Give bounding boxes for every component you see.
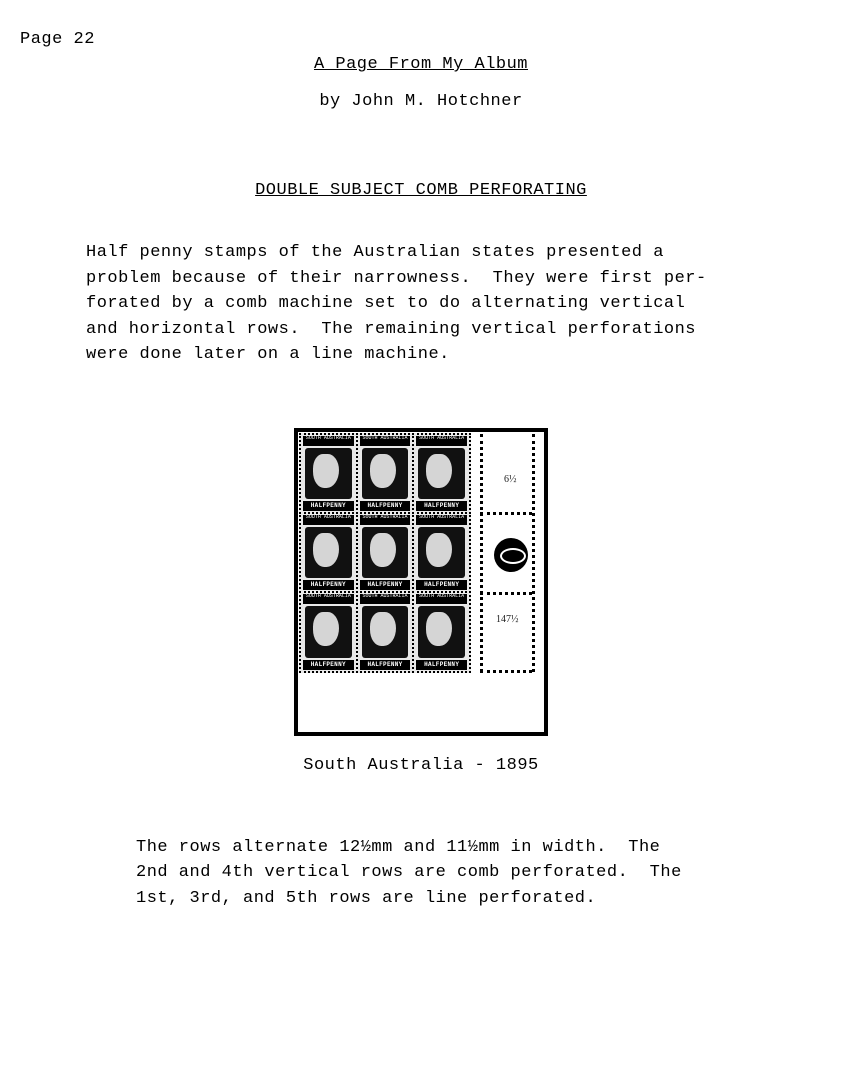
perforation-row xyxy=(480,592,532,595)
stamp: SOUTH AUSTRALIA HALFPENNY xyxy=(412,433,471,514)
stamp-portrait xyxy=(305,448,352,499)
paragraph-2: The rows alternate 12½mm and 11½mm in wi… xyxy=(86,835,756,912)
stamp-portrait xyxy=(418,606,465,657)
perforation-row xyxy=(480,512,532,515)
paragraph-1: Half penny stamps of the Australian stat… xyxy=(86,240,756,368)
article-byline: by John M. Hotchner xyxy=(86,92,756,111)
stamp-portrait xyxy=(418,527,465,578)
stamp-grid: SOUTH AUSTRALIA HALFPENNY SOUTH AUSTRALIA H… xyxy=(300,434,470,672)
stamp-portrait xyxy=(418,448,465,499)
stamp-portrait xyxy=(362,448,409,499)
stamp-portrait xyxy=(362,527,409,578)
stamp: SOUTH AUSTRALIA HALFPENNY xyxy=(356,512,415,593)
selvedge-right: 6½ 147½ xyxy=(470,434,542,672)
page-content: A Page From My Album by John M. Hotchner… xyxy=(86,0,756,911)
margin-mark: 6½ xyxy=(504,474,517,485)
stamp-denomination-label: HALFPENNY xyxy=(360,660,411,670)
stamp-country-label: SOUTH AUSTRALIA xyxy=(360,436,411,446)
plate-number-dot xyxy=(494,538,528,572)
stamp-country-label: SOUTH AUSTRALIA xyxy=(416,594,467,604)
stamp-denomination-label: HALFPENNY xyxy=(416,501,467,511)
stamp-denomination-label: HALFPENNY xyxy=(416,580,467,590)
stamp-country-label: SOUTH AUSTRALIA xyxy=(303,515,354,525)
stamp-denomination-label: HALFPENNY xyxy=(303,660,354,670)
figure: SOUTH AUSTRALIA HALFPENNY SOUTH AUSTRALIA H… xyxy=(86,428,756,775)
article-subtitle: DOUBLE SUBJECT COMB PERFORATING xyxy=(86,181,756,200)
perforation-column xyxy=(532,434,535,672)
perforation-row xyxy=(480,670,532,673)
stamp: SOUTH AUSTRALIA HALFPENNY xyxy=(356,591,415,672)
margin-mark: 147½ xyxy=(496,614,519,625)
stamp: SOUTH AUSTRALIA HALFPENNY xyxy=(412,591,471,672)
figure-caption: South Australia - 1895 xyxy=(86,756,756,775)
stamp-block-illustration: SOUTH AUSTRALIA HALFPENNY SOUTH AUSTRALIA H… xyxy=(294,428,548,736)
stamp: SOUTH AUSTRALIA HALFPENNY xyxy=(356,433,415,514)
stamp-portrait xyxy=(362,606,409,657)
stamp: SOUTH AUSTRALIA HALFPENNY xyxy=(299,591,358,672)
stamp-denomination-label: HALFPENNY xyxy=(303,501,354,511)
stamp-country-label: SOUTH AUSTRALIA xyxy=(360,515,411,525)
article-title: A Page From My Album xyxy=(86,55,756,74)
stamp-denomination-label: HALFPENNY xyxy=(416,660,467,670)
perforation-column xyxy=(480,434,483,672)
stamp-country-label: SOUTH AUSTRALIA xyxy=(303,594,354,604)
stamp-country-label: SOUTH AUSTRALIA xyxy=(360,594,411,604)
stamp-denomination-label: HALFPENNY xyxy=(360,501,411,511)
stamp-denomination-label: HALFPENNY xyxy=(360,580,411,590)
stamp-country-label: SOUTH AUSTRALIA xyxy=(303,436,354,446)
stamp: SOUTH AUSTRALIA HALFPENNY xyxy=(412,512,471,593)
stamp-country-label: SOUTH AUSTRALIA xyxy=(416,436,467,446)
stamp-portrait xyxy=(305,606,352,657)
stamp: SOUTH AUSTRALIA HALFPENNY xyxy=(299,512,358,593)
stamp-portrait xyxy=(305,527,352,578)
stamp: SOUTH AUSTRALIA HALFPENNY xyxy=(299,433,358,514)
stamp-country-label: SOUTH AUSTRALIA xyxy=(416,515,467,525)
page-number: Page 22 xyxy=(20,30,95,49)
stamp-denomination-label: HALFPENNY xyxy=(303,580,354,590)
